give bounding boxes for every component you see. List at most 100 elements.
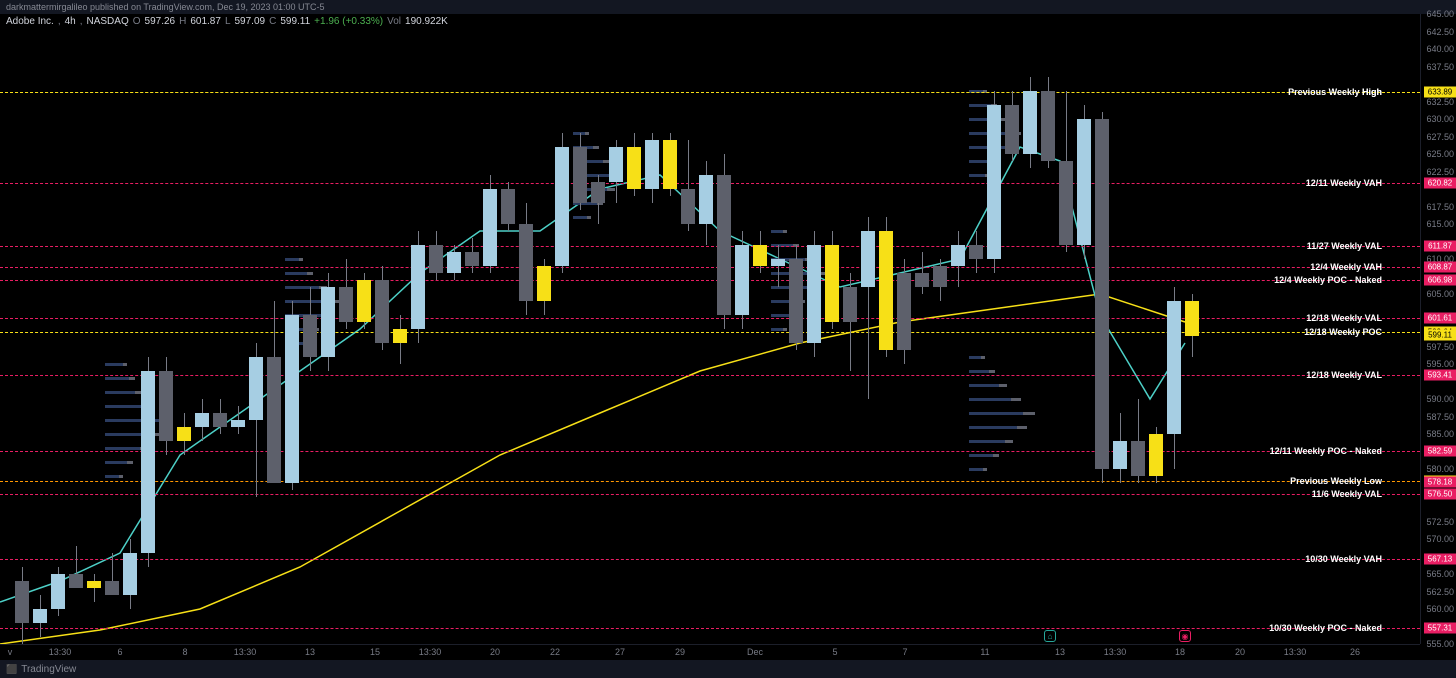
price-tick: 572.50 — [1426, 517, 1454, 527]
candle-body — [1113, 441, 1127, 469]
candle-body — [843, 287, 857, 322]
price-tick: 565.00 — [1426, 569, 1454, 579]
volume-profile-bar — [593, 146, 599, 149]
price-axis-badge: 633.89 — [1424, 86, 1456, 97]
candle-body — [1131, 441, 1145, 476]
candle-body — [519, 224, 533, 301]
volume-profile-bar — [105, 447, 140, 450]
price-level-label: 12/18 Weekly POC — [1304, 327, 1382, 337]
price-level-line — [0, 332, 1420, 333]
volume-profile-bar — [607, 188, 615, 191]
candle-body — [861, 231, 875, 287]
time-tick: 13:30 — [1104, 647, 1127, 657]
candle-body — [627, 147, 641, 189]
candle-body — [393, 329, 407, 343]
candle-body — [645, 140, 659, 189]
chart-pane[interactable]: HighPrevious Weekly High12/11 Weekly VAH… — [0, 14, 1420, 644]
volume-profile-bar — [585, 132, 589, 135]
price-tick: 622.50 — [1426, 167, 1454, 177]
time-tick: 13:30 — [234, 647, 257, 657]
candle-body — [465, 252, 479, 266]
volume-profile-bar — [1017, 426, 1027, 429]
volume-profile-bar — [1023, 412, 1035, 415]
time-tick: 22 — [550, 647, 560, 657]
volume-profile-bar — [105, 377, 129, 380]
candle-body — [159, 371, 173, 441]
candle-body — [879, 231, 893, 350]
volume-profile-bar — [1005, 440, 1013, 443]
time-tick: 13 — [1055, 647, 1065, 657]
price-tick: 570.00 — [1426, 534, 1454, 544]
price-tick: 642.50 — [1426, 27, 1454, 37]
candle-body — [249, 357, 263, 420]
price-axis-badge: 582.59 — [1424, 445, 1456, 456]
time-tick: 11 — [980, 647, 989, 657]
price-level-label: 11/6 Weekly VAL — [1312, 489, 1382, 499]
volume-profile-bar — [573, 216, 587, 219]
volume-profile-bar — [969, 356, 981, 359]
candle-body — [177, 427, 191, 441]
publish-text: darkmattermirgalileo published on Tradin… — [6, 2, 325, 12]
volume-profile-bar — [105, 475, 119, 478]
price-axis-badge: 567.13 — [1424, 554, 1456, 565]
candle-body — [429, 245, 443, 273]
candle-body — [537, 266, 551, 301]
volume-profile-bar — [123, 363, 127, 366]
volume-profile-bar — [105, 461, 127, 464]
price-tick: 555.00 — [1426, 639, 1454, 649]
volume-profile-bar — [129, 377, 135, 380]
price-axis-badge: 576.50 — [1424, 488, 1456, 499]
event-icon[interactable]: ⌂ — [1044, 630, 1056, 642]
time-tick: 5 — [832, 647, 837, 657]
candle-wick — [778, 245, 779, 287]
time-tick: 29 — [675, 647, 685, 657]
event-icon[interactable]: ◉ — [1179, 630, 1191, 642]
candle-body — [681, 189, 695, 224]
price-level-label: 12/18 Weekly VAL — [1306, 313, 1382, 323]
price-axis[interactable]: 645.00642.50640.00637.50632.50630.00627.… — [1420, 14, 1456, 644]
price-tick: 632.50 — [1426, 97, 1454, 107]
price-level-label: 12/11 Weekly POC - Naked — [1270, 446, 1382, 456]
candle-body — [753, 245, 767, 266]
volume-profile-bar — [299, 258, 303, 261]
candle-body — [141, 371, 155, 553]
candle-body — [483, 189, 497, 266]
time-tick: 27 — [615, 647, 625, 657]
price-tick: 590.00 — [1426, 394, 1454, 404]
volume-profile-bar — [989, 370, 995, 373]
candle-body — [339, 287, 353, 322]
price-tick: 640.00 — [1426, 44, 1454, 54]
price-level-line — [0, 451, 1420, 452]
time-tick: Dec — [747, 647, 763, 657]
volume-profile-bar — [999, 384, 1007, 387]
volume-profile-bar — [307, 272, 313, 275]
volume-profile-bar — [969, 384, 999, 387]
price-tick: 617.50 — [1426, 202, 1454, 212]
price-axis-badge: 611.87 — [1424, 240, 1456, 251]
price-tick: 560.00 — [1426, 604, 1454, 614]
time-axis[interactable]: v13:306813:30131513:3020222729Dec5711131… — [0, 644, 1420, 660]
price-level-label: Previous Weekly Low — [1290, 476, 1382, 486]
volume-profile-bar — [969, 454, 993, 457]
volume-profile-bar — [969, 468, 983, 471]
price-level-line — [0, 481, 1420, 482]
volume-profile-bar — [969, 370, 989, 373]
candle-body — [987, 105, 1001, 259]
time-tick: 26 — [1350, 647, 1360, 657]
price-tick: 645.00 — [1426, 9, 1454, 19]
price-axis-badge: 606.98 — [1424, 275, 1456, 286]
candle-body — [1005, 105, 1019, 154]
price-tick: 585.00 — [1426, 429, 1454, 439]
price-level-line — [0, 628, 1420, 629]
price-level-line — [0, 318, 1420, 319]
footer-brand: TradingView — [21, 664, 76, 675]
candle-body — [897, 273, 911, 350]
price-axis-badge: 593.41 — [1424, 370, 1456, 381]
price-level-label: 12/11 Weekly VAH — [1306, 178, 1382, 188]
footer: ⬛ TradingView — [0, 660, 1456, 678]
candle-body — [1095, 119, 1109, 469]
time-tick: 13 — [305, 647, 315, 657]
candle-body — [1041, 91, 1055, 161]
candle-body — [105, 581, 119, 595]
candle-body — [933, 266, 947, 287]
